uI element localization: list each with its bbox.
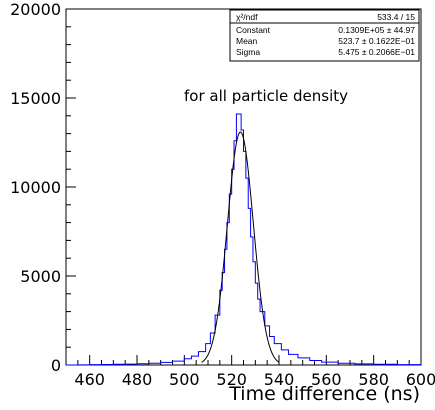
y-tick-label: 0 xyxy=(51,356,61,375)
x-tick-label: 520 xyxy=(216,370,247,389)
stats-box: χ²/ndf 533.4 / 15 Constant 0.1309E+05 ± … xyxy=(229,9,420,62)
y-tick-label: 20000 xyxy=(10,0,61,19)
stats-row-mean-value: 523.7 ± 0.1622E−01 xyxy=(338,36,415,46)
y-tick-label: 5000 xyxy=(20,267,61,286)
y-tick-labels: 0 5000 10000 15000 20000 xyxy=(10,0,61,375)
y-tick-label: 10000 xyxy=(10,178,61,197)
x-tick-label: 480 xyxy=(122,370,153,389)
histogram-series xyxy=(66,113,422,366)
stats-row-constant-value: 0.1309E+05 ± 44.97 xyxy=(338,25,415,35)
plot-frame xyxy=(65,8,422,366)
x-tick-label: 540 xyxy=(264,370,295,389)
stats-row-mean-label: Mean xyxy=(236,36,258,46)
x-tick-label: 460 xyxy=(74,370,105,389)
x-tick-label: 600 xyxy=(406,370,435,389)
stats-row-constant-label: Constant xyxy=(236,25,271,35)
x-axis-title: Time difference (ns) xyxy=(228,383,420,405)
stats-row-sigma-label: Sigma xyxy=(236,47,260,57)
annotation-text: for all particle density xyxy=(184,87,348,105)
stats-box-frame xyxy=(229,9,420,62)
x-tick-labels: 460 480 500 520 540 560 580 600 xyxy=(74,370,435,389)
stats-row-chi2-value: 533.4 / 15 xyxy=(377,12,415,22)
y-tick-label: 15000 xyxy=(10,89,61,108)
gaussian-fit-curve xyxy=(201,131,280,363)
stats-row-sigma-value: 5.475 ± 0.2066E−01 xyxy=(338,47,415,57)
x-tick-label: 560 xyxy=(311,370,342,389)
x-tick-label: 580 xyxy=(358,370,389,389)
stats-row-chi2-label: χ²/ndf xyxy=(236,12,258,22)
x-tick-label: 500 xyxy=(169,370,200,389)
